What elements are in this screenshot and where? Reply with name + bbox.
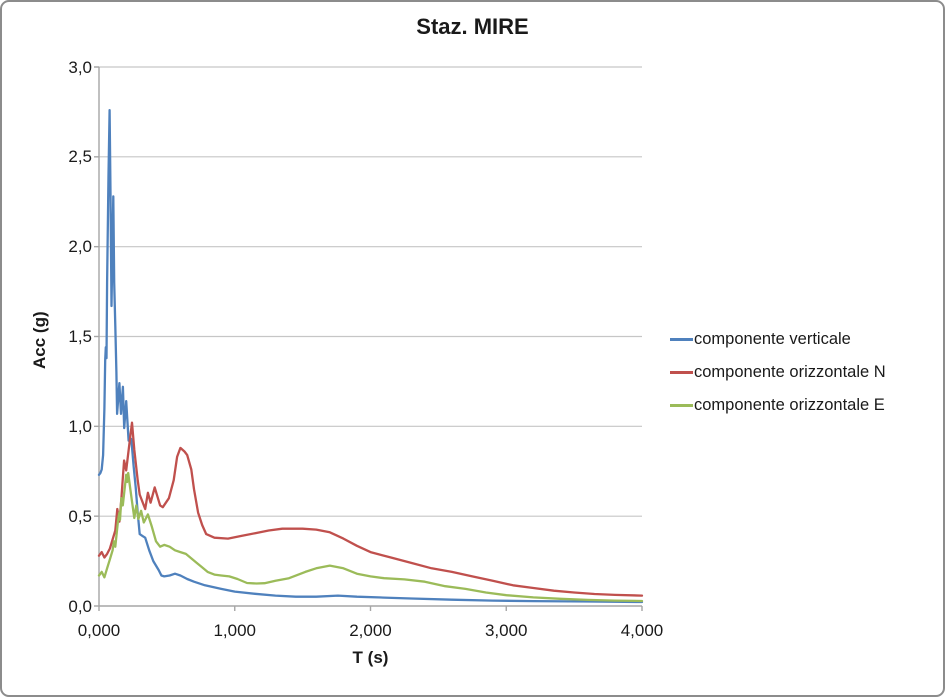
legend: componente verticale componente orizzont… [670, 330, 886, 415]
y-tick-label: 0,0 [68, 596, 92, 616]
legend-label: componente orizzontale E [694, 396, 885, 414]
legend-line-orizzontale-e [670, 404, 693, 407]
x-tick-label: 0,000 [77, 621, 121, 640]
y-tick-label: 3,0 [68, 57, 92, 77]
x-tick-label: 3,000 [484, 621, 528, 640]
legend-item-verticale: componente verticale [670, 330, 886, 349]
x-tick-label: 2,000 [349, 621, 392, 640]
series-line-2 [97, 471, 644, 603]
legend-line-orizzontale-n [670, 371, 693, 374]
series-line-0 [97, 108, 644, 604]
y-tick-label: 0,5 [68, 506, 92, 526]
chart-title: Staz. MIRE [416, 14, 529, 39]
y-tick-label: 2,5 [68, 147, 92, 167]
series-line-1 [97, 421, 644, 597]
y-tick-label: 2,0 [68, 237, 92, 257]
legend-item-orizzontale-n: componente orizzontale N [670, 363, 886, 382]
legend-label: componente verticale [694, 330, 851, 348]
x-tick-label: 1,000 [213, 621, 257, 640]
legend-line-verticale [670, 338, 693, 341]
x-axis-title: T (s) [352, 648, 389, 667]
y-tick-label: 1,5 [68, 327, 92, 346]
x-tick-label: 4,000 [620, 621, 664, 640]
legend-label: componente orizzontale N [694, 363, 886, 381]
y-tick-label: 1,0 [68, 416, 92, 436]
legend-item-orizzontale-e: componente orizzontale E [670, 396, 886, 415]
